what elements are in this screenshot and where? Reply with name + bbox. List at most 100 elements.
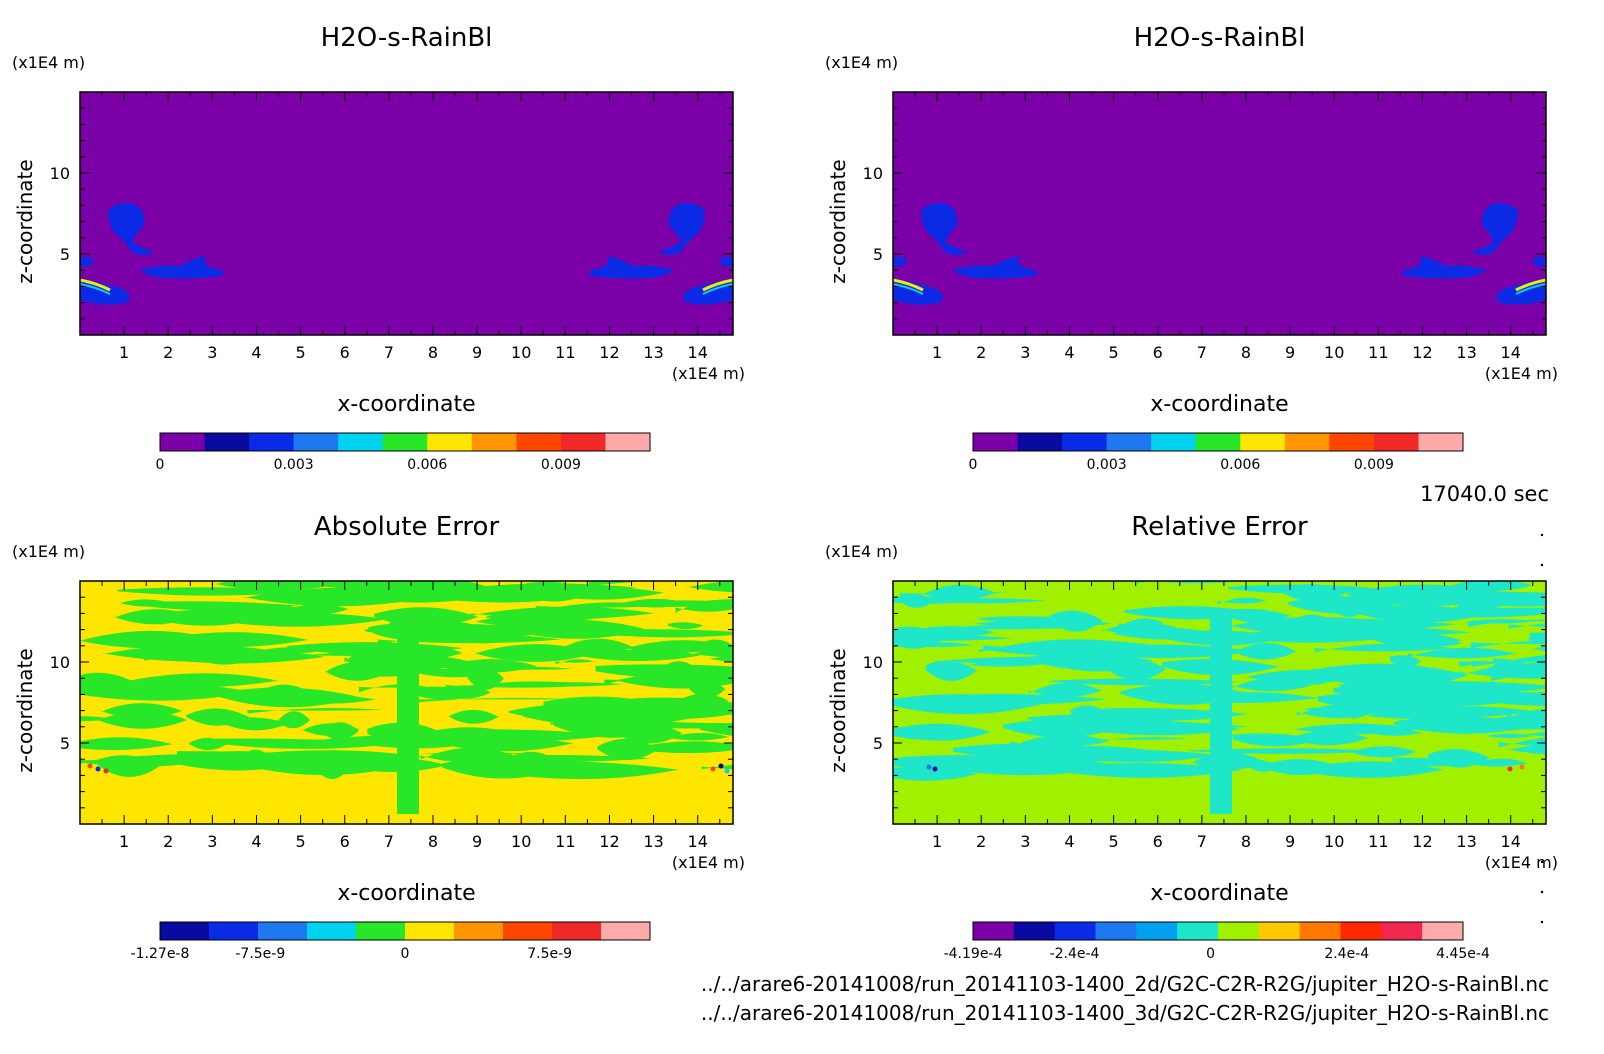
chart-title: H2O-s-RainBl bbox=[321, 23, 493, 53]
error-streak bbox=[1473, 715, 1546, 727]
x-tick-label: 3 bbox=[1020, 832, 1030, 851]
blob-upper-left bbox=[108, 202, 154, 255]
margin-dot bbox=[1540, 920, 1544, 924]
chart-panel-2: Absolute Error(x1E4 m)1 2 3 4 5 6 7 8 9 10 11 12 13 1… bbox=[12, 512, 745, 962]
margin-dot bbox=[1540, 860, 1544, 864]
error-streak bbox=[914, 598, 1046, 604]
x-tick-label: 3 bbox=[207, 343, 217, 362]
colorbar-swatch bbox=[1284, 433, 1330, 451]
x-tick-label: 2 bbox=[163, 832, 173, 851]
colorbar-tick-label: 0.006 bbox=[1220, 457, 1260, 473]
colorbar-tick-label: 0 bbox=[1206, 946, 1215, 962]
y-tick-label: 5 bbox=[873, 245, 883, 264]
x-tick-label: 7 bbox=[1197, 343, 1207, 362]
edge-noise bbox=[95, 766, 101, 772]
blob-core-left-2-mirror bbox=[1515, 283, 1546, 295]
x-tick-label: 7 bbox=[384, 343, 394, 362]
error-streak bbox=[1389, 655, 1422, 668]
error-streak bbox=[1261, 759, 1341, 776]
x-tick-label: 3 bbox=[1020, 343, 1030, 362]
x-tick-label: 13 bbox=[1456, 832, 1476, 851]
chart-panel-3: Relative Error(x1E4 m)1 2 3 4 5 6 7 8 9 10 11 12 13 1… bbox=[825, 512, 1558, 962]
x-axis-label: x-coordinate bbox=[337, 881, 475, 906]
error-streak bbox=[893, 724, 976, 740]
error-streak bbox=[655, 667, 733, 680]
x-tick-label: 11 bbox=[555, 343, 575, 362]
plot-background bbox=[893, 92, 1546, 335]
colorbar-swatch bbox=[1151, 433, 1197, 451]
error-streak bbox=[1315, 663, 1469, 688]
error-streak bbox=[1541, 723, 1546, 728]
colorbar-tick-label: -1.27e-8 bbox=[131, 946, 190, 962]
x-axis-label: x-coordinate bbox=[1150, 881, 1288, 906]
error-streak bbox=[664, 732, 730, 741]
error-streak bbox=[1228, 584, 1387, 594]
colorbar-swatch bbox=[1240, 433, 1286, 451]
error-streak bbox=[437, 659, 538, 673]
error-streak bbox=[222, 717, 289, 731]
colorbar-swatch bbox=[160, 922, 210, 940]
x-unit-label: (x1E4 m) bbox=[1485, 853, 1558, 872]
x-tick-label: 9 bbox=[472, 832, 482, 851]
colorbar-swatch bbox=[1373, 433, 1419, 451]
error-streak bbox=[893, 767, 979, 781]
error-streak bbox=[479, 761, 680, 780]
error-streak bbox=[457, 629, 513, 644]
x-tick-label: 5 bbox=[296, 343, 306, 362]
error-streak bbox=[1028, 682, 1102, 698]
colorbar-tick-label: 2.4e-4 bbox=[1324, 946, 1369, 962]
x-tick-label: 7 bbox=[384, 832, 394, 851]
y-tick-label: 10 bbox=[863, 653, 883, 672]
axis-ticks bbox=[79, 580, 733, 825]
error-streak bbox=[673, 700, 705, 715]
blob-edge-left-mirror bbox=[1532, 256, 1546, 267]
colorbar-swatch bbox=[427, 433, 473, 451]
colorbar-swatch bbox=[307, 922, 357, 940]
colorbar-tick-label: 0.009 bbox=[541, 457, 581, 473]
error-streak bbox=[604, 677, 669, 686]
colorbar-swatch bbox=[1299, 922, 1341, 940]
error-streak bbox=[449, 709, 499, 724]
error-streak bbox=[1027, 746, 1166, 761]
blob-edge-left-mirror bbox=[719, 256, 733, 267]
y-tick-label: 10 bbox=[50, 653, 70, 672]
x-tick-label: 8 bbox=[1241, 343, 1251, 362]
error-band-center bbox=[1210, 611, 1232, 814]
colorbar-swatch bbox=[160, 433, 206, 451]
colorbar: 0 0.003 0.006 0.009 bbox=[969, 432, 1464, 473]
colorbar-swatch bbox=[1418, 433, 1464, 451]
error-streak bbox=[1498, 737, 1546, 748]
colorbar-swatch bbox=[552, 922, 602, 940]
error-streak bbox=[1350, 746, 1417, 758]
x-tick-label: 1 bbox=[119, 343, 129, 362]
colorbar-swatch bbox=[1340, 922, 1382, 940]
colorbar-swatch bbox=[471, 433, 517, 451]
y-tick-label: 5 bbox=[60, 734, 70, 753]
error-streak bbox=[474, 644, 597, 662]
colorbar-swatch bbox=[338, 433, 384, 451]
colorbar-swatch bbox=[1218, 922, 1260, 940]
x-tick-label: 13 bbox=[643, 832, 663, 851]
error-streak bbox=[1472, 658, 1546, 667]
error-streak bbox=[899, 590, 1005, 598]
colorbar-swatch bbox=[382, 433, 428, 451]
blob-mid-left bbox=[953, 256, 1037, 279]
x-tick-label: 10 bbox=[1324, 832, 1344, 851]
x-tick-label: 2 bbox=[976, 343, 986, 362]
x-tick-label: 13 bbox=[1456, 343, 1476, 362]
y-axis-label: z-coordinate bbox=[826, 648, 850, 772]
blob-edge-left bbox=[893, 256, 907, 267]
x-tick-label: 9 bbox=[1285, 832, 1295, 851]
colorbar-swatch bbox=[293, 433, 339, 451]
colorbar-swatch bbox=[1195, 433, 1241, 451]
x-tick-label: 5 bbox=[1109, 343, 1119, 362]
error-streak bbox=[588, 581, 647, 586]
error-streak bbox=[1367, 729, 1423, 736]
blob-mid-left-mirror bbox=[589, 256, 673, 279]
colorbar-frame bbox=[972, 432, 1464, 452]
chart-title: Relative Error bbox=[1131, 512, 1308, 542]
error-streak bbox=[692, 639, 733, 651]
colorbar-frame bbox=[159, 432, 651, 452]
y-unit-label: (x1E4 m) bbox=[825, 542, 898, 561]
